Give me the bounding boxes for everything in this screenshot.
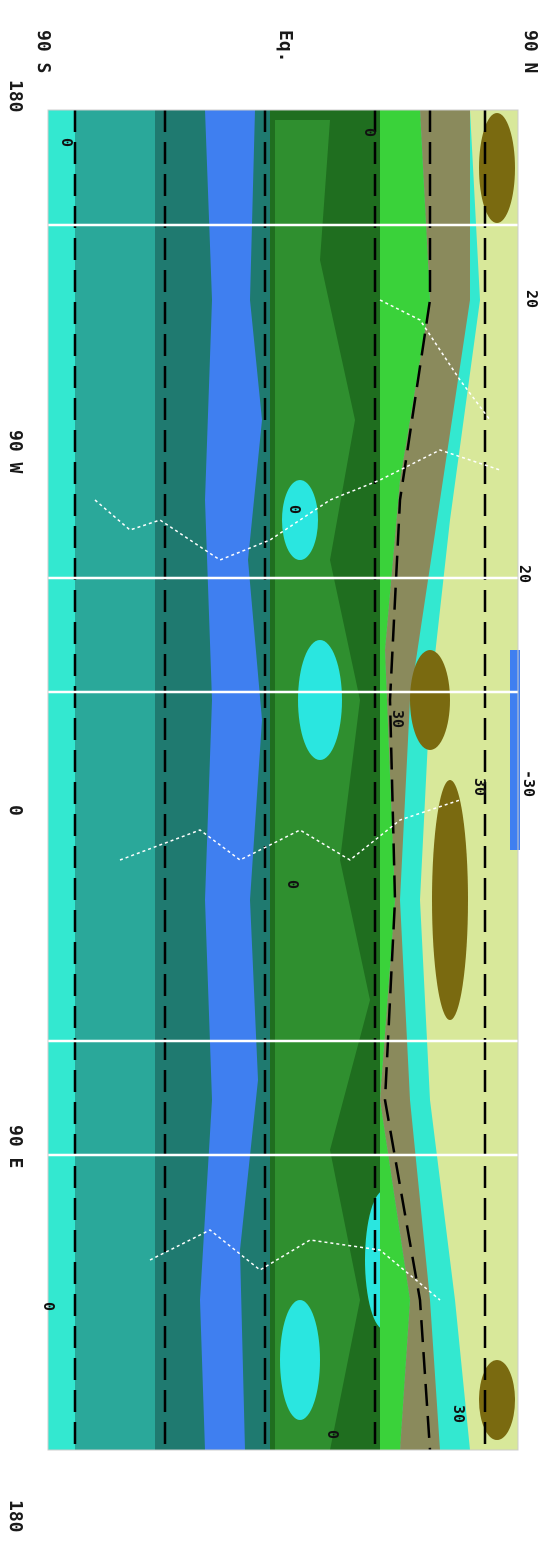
label-lon-90w: 90 W xyxy=(5,430,26,474)
contour-label: 0 xyxy=(40,1302,58,1311)
contour-label: 30 xyxy=(389,710,407,728)
map-field xyxy=(47,109,520,1451)
contour-label: 0 xyxy=(324,1430,342,1439)
label-equator: Eq. xyxy=(275,30,296,63)
contour-label: 20 xyxy=(523,290,541,308)
label-lon-90e: 90 E xyxy=(5,1125,26,1168)
label-lon-180-top: 180 xyxy=(5,80,26,113)
contour-label: 20 xyxy=(516,565,534,583)
contour-label: 0 xyxy=(58,138,76,147)
label-lon-180-bottom: 180 xyxy=(5,1500,26,1533)
contour-label: 0 xyxy=(286,505,304,514)
contour-label: 30 xyxy=(450,1405,468,1423)
label-90s: 90 S xyxy=(33,30,54,73)
contour-label: 30 xyxy=(471,778,489,796)
contour-label: -30 xyxy=(520,770,538,797)
label-lon-0: 0 xyxy=(5,805,26,816)
contour-label: 0 xyxy=(361,128,379,137)
contour-label: 0 xyxy=(284,880,302,889)
label-90n: 90 N xyxy=(520,30,541,73)
contour-labels: 0 0 20 0 20 30 -30 30 0 0 30 0 xyxy=(40,128,541,1439)
axis-labels: 90 S Eq. 90 N 180 90 W 0 90 E 180 xyxy=(5,30,541,1533)
